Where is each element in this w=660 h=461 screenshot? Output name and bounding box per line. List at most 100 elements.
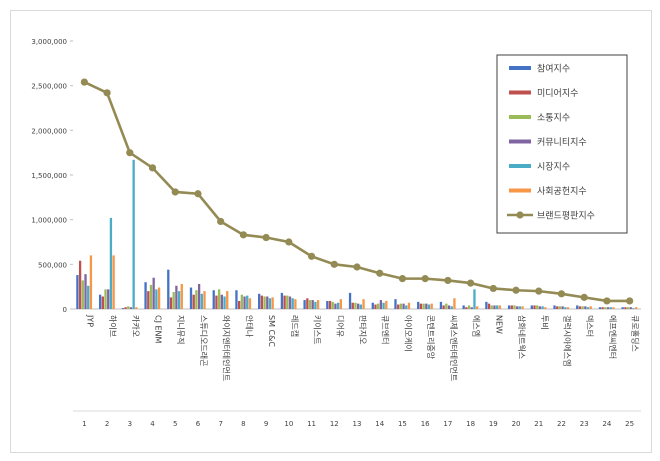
- bar: [407, 302, 411, 309]
- bar: [490, 305, 493, 309]
- bar: [351, 302, 354, 309]
- line-point: [148, 164, 157, 172]
- line-point: [557, 290, 566, 298]
- bar: [635, 307, 638, 309]
- line-point: [626, 297, 634, 305]
- bar: [586, 307, 590, 309]
- category-label: 에프엔씨엔터: [608, 315, 618, 359]
- chart-svg: 0 500,000 1,000,000 1,500,000 2,000,000 2,500…: [31, 38, 641, 428]
- bar: [624, 307, 627, 309]
- bar: [439, 301, 443, 309]
- bar: [473, 289, 476, 309]
- line-point: [444, 276, 452, 285]
- bar: [238, 300, 241, 309]
- bar: [427, 304, 431, 309]
- bar: [147, 291, 150, 309]
- y-axis-ticks: 0 500,000 1,000,000 1,500,000 2,000,000 2,500…: [31, 38, 67, 314]
- legend-label: 브랜드평판지수: [537, 211, 595, 222]
- category-label: 스튜디오드래곤: [199, 315, 208, 367]
- bar: [598, 307, 602, 309]
- bar: [200, 293, 203, 309]
- rank-label: 6: [196, 420, 201, 428]
- bar: [417, 301, 420, 309]
- rank-label: 5: [173, 420, 177, 428]
- bar: [498, 305, 502, 309]
- bar: [556, 306, 559, 309]
- bar: [377, 303, 380, 309]
- category-label: JYP: [85, 314, 94, 327]
- bar: [294, 299, 297, 309]
- rank-label: 16: [421, 420, 430, 428]
- bar: [626, 307, 630, 309]
- bar: [129, 307, 133, 309]
- bar: [584, 306, 587, 309]
- category-label: 와이지엔터테인먼트: [222, 315, 232, 381]
- bar: [76, 275, 79, 309]
- rank-label: 21: [534, 420, 543, 428]
- y-tick-label: 1,000,000: [31, 217, 67, 225]
- line-point: [580, 293, 588, 301]
- category-label: 레드캡: [290, 315, 300, 337]
- line-point: [398, 275, 407, 283]
- line-point: [330, 260, 338, 268]
- bar: [226, 291, 229, 309]
- bar: [425, 303, 428, 309]
- bar: [379, 300, 383, 309]
- category-label: 디어유: [335, 315, 345, 337]
- bar: [220, 294, 223, 309]
- y-tick-label: 3,000,000: [31, 38, 67, 46]
- bar: [621, 307, 624, 309]
- bar: [445, 303, 448, 309]
- category-label: 판타지오: [358, 315, 367, 344]
- bar: [462, 305, 465, 309]
- category-label: NEW: [494, 315, 503, 334]
- bar: [521, 306, 524, 309]
- rank-label: 8: [241, 420, 245, 428]
- rank-label: 24: [602, 420, 611, 428]
- rank-label: 18: [466, 420, 475, 428]
- bar: [507, 305, 511, 309]
- bar: [155, 289, 158, 309]
- category-label: 삼화네트웍스: [517, 315, 527, 359]
- line-point: [489, 284, 497, 293]
- bar: [576, 305, 579, 309]
- bar: [487, 303, 491, 309]
- category-label: 투비: [540, 315, 549, 330]
- bar: [629, 307, 632, 309]
- bar: [553, 305, 556, 309]
- bar: [331, 301, 334, 309]
- bar: [246, 295, 249, 309]
- rank-label: 12: [330, 420, 339, 428]
- legend-swatch: [509, 188, 531, 193]
- bar: [476, 306, 479, 309]
- bar: [394, 299, 397, 309]
- bar: [81, 280, 84, 309]
- y-tick-label: 2,500,000: [31, 83, 67, 91]
- line-point: [262, 233, 270, 242]
- bar: [271, 297, 274, 309]
- bar: [215, 295, 218, 309]
- bar: [402, 303, 405, 309]
- bar: [544, 307, 547, 309]
- bar: [235, 290, 238, 309]
- bar: [496, 305, 499, 309]
- bar: [359, 304, 362, 309]
- rank-label: 4: [150, 420, 155, 428]
- line-point: [512, 286, 520, 294]
- legend-label: 참여지수: [537, 63, 570, 75]
- bar: [442, 305, 445, 309]
- bar: [197, 283, 201, 309]
- category-label: 씨제스엔터테인먼트: [449, 315, 459, 381]
- legend-label: 사회공헌지수: [537, 186, 587, 197]
- bar: [175, 285, 178, 309]
- category-label: 안테나: [244, 315, 254, 338]
- rank-label: 25: [625, 420, 634, 428]
- line-point: [239, 231, 247, 239]
- line-point: [307, 252, 316, 260]
- bar: [510, 305, 513, 309]
- bar: [336, 302, 340, 309]
- rank-label: 10: [284, 420, 293, 428]
- bar: [167, 269, 170, 309]
- rank-label: 15: [398, 420, 407, 428]
- bar: [112, 255, 115, 309]
